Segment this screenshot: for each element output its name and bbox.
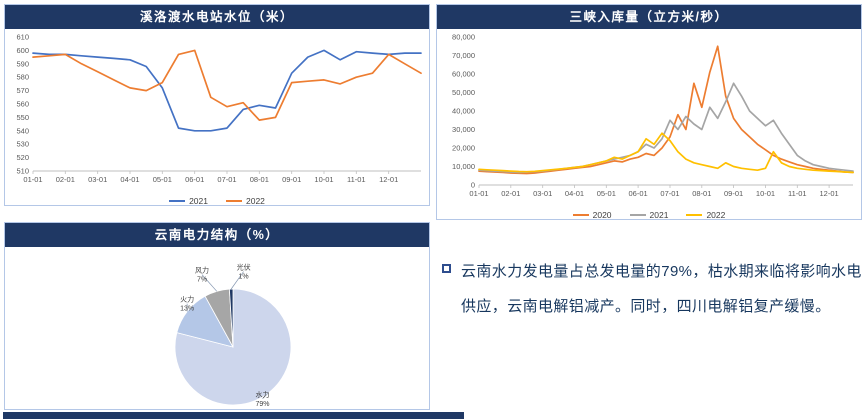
svg-text:30,000: 30,000 <box>452 125 475 134</box>
legend-item-2022: 2022 <box>686 210 725 219</box>
legend-swatch-icon <box>686 214 703 216</box>
svg-text:02-01: 02-01 <box>501 189 520 198</box>
legend-swatch-icon <box>169 200 186 202</box>
svg-text:580: 580 <box>16 73 29 82</box>
svg-text:11-01: 11-01 <box>788 189 807 198</box>
svg-text:11-01: 11-01 <box>347 175 366 184</box>
legend-item-2021: 2021 <box>169 196 208 205</box>
svg-text:风力: 风力 <box>195 266 209 275</box>
xiluodu-line-chart: 510 520 530 540 550 560 570 580 590 600 610 01-01 02… <box>5 29 429 205</box>
svg-text:08-01: 08-01 <box>692 189 711 198</box>
legend-swatch-icon <box>629 214 646 216</box>
svg-text:10-01: 10-01 <box>314 175 333 184</box>
svg-text:540: 540 <box>16 126 29 135</box>
svg-text:04-01: 04-01 <box>565 189 584 198</box>
yunnan-pie-chart: 水力 79% 火力 13% 风力 7% 光伏 1% <box>5 247 429 409</box>
svg-text:06-01: 06-01 <box>185 175 204 184</box>
svg-text:510: 510 <box>16 167 29 176</box>
svg-text:08-01: 08-01 <box>250 175 269 184</box>
svg-text:07-01: 07-01 <box>660 189 679 198</box>
line-plot: 510 520 530 540 550 560 570 580 590 600 610 01-01 02… <box>16 33 422 184</box>
svg-text:05-01: 05-01 <box>153 175 172 184</box>
svg-text:火力: 火力 <box>180 295 194 304</box>
legend-item-2020: 2020 <box>572 210 612 219</box>
svg-text:1%: 1% <box>239 274 249 281</box>
series-2020-line <box>478 45 854 175</box>
svg-text:02-01: 02-01 <box>56 175 75 184</box>
svg-text:10-01: 10-01 <box>756 189 775 198</box>
panel-yunnan-power-structure: 云南电力结构（%） 水力 79% 火力 13% 风力 7% 光伏 1% <box>4 222 430 410</box>
svg-text:07-01: 07-01 <box>217 175 236 184</box>
svg-text:05-01: 05-01 <box>597 189 616 198</box>
svg-text:01-01: 01-01 <box>23 175 42 184</box>
legend-swatch-icon <box>226 200 242 202</box>
pie-slice-3 <box>228 288 234 348</box>
svg-text:03-01: 03-01 <box>533 189 552 198</box>
xiluodu-chart-title: 溪洛渡水电站水位（米） <box>5 5 429 29</box>
svg-text:01-01: 01-01 <box>469 189 488 198</box>
chart-legend: 2020 2021 2022 <box>437 206 861 219</box>
panel-xiluodu-water-level: 溪洛渡水电站水位（米） 510 520 530 540 550 560 570 580 590 6… <box>4 4 430 206</box>
svg-text:590: 590 <box>16 59 29 68</box>
svg-text:水力: 水力 <box>256 390 270 399</box>
svg-text:09-01: 09-01 <box>724 189 743 198</box>
svg-text:光伏: 光伏 <box>237 263 251 272</box>
pie-plot: 水力 79% 火力 13% 风力 7% 光伏 1% <box>174 263 292 408</box>
svg-text:560: 560 <box>16 100 29 109</box>
svg-text:03-01: 03-01 <box>88 175 107 184</box>
chart-legend: 2021 2022 <box>5 192 429 205</box>
commentary-block: 云南水力发电量占总发电量的79%，枯水期来临将影响水电供应，云南电解铝减产。同时… <box>440 254 862 325</box>
svg-text:610: 610 <box>16 33 29 42</box>
svg-text:50,000: 50,000 <box>452 88 475 97</box>
svg-text:570: 570 <box>16 86 29 95</box>
line-plot: 0 10,000 20,000 30,000 40,000 50,000 60,000 70,… <box>452 33 854 198</box>
svg-text:12-01: 12-01 <box>820 189 839 198</box>
svg-text:600: 600 <box>16 46 29 55</box>
series-2022-line <box>478 132 854 174</box>
legend-item-2022: 2022 <box>226 196 265 205</box>
panel-sanxia-inflow: 三峡入库量（立方米/秒） 0 10,000 20,000 30,000 40,000 50… <box>436 4 862 220</box>
sanxia-chart-title: 三峡入库量（立方米/秒） <box>437 5 861 29</box>
svg-text:20,000: 20,000 <box>452 144 475 153</box>
svg-text:12-01: 12-01 <box>379 175 398 184</box>
pie-chart-title: 云南电力结构（%） <box>5 223 429 247</box>
svg-text:520: 520 <box>16 153 29 162</box>
svg-text:10,000: 10,000 <box>452 162 475 171</box>
svg-text:04-01: 04-01 <box>120 175 139 184</box>
series-2021-line <box>32 49 422 132</box>
legend-swatch-icon <box>572 214 589 216</box>
series-2021-line <box>478 82 854 174</box>
next-section-title-bar-partial <box>3 412 464 419</box>
svg-text:70,000: 70,000 <box>452 51 475 60</box>
series-2022-line <box>32 49 422 121</box>
svg-text:09-01: 09-01 <box>282 175 301 184</box>
svg-text:550: 550 <box>16 113 29 122</box>
svg-text:60,000: 60,000 <box>452 70 475 79</box>
commentary-text: 云南水力发电量占总发电量的79%，枯水期来临将影响水电供应，云南电解铝减产。同时… <box>461 263 862 316</box>
svg-text:13%: 13% <box>180 306 194 313</box>
svg-text:79%: 79% <box>255 401 269 408</box>
sanxia-line-chart: 0 10,000 20,000 30,000 40,000 50,000 60,000 70,… <box>437 29 861 219</box>
svg-text:0: 0 <box>471 181 475 190</box>
svg-text:40,000: 40,000 <box>452 107 475 116</box>
svg-text:530: 530 <box>16 140 29 149</box>
legend-item-2021: 2021 <box>629 210 668 219</box>
svg-text:7%: 7% <box>197 277 207 284</box>
bullet-square-icon <box>442 264 451 273</box>
svg-text:80,000: 80,000 <box>452 33 475 42</box>
svg-text:06-01: 06-01 <box>629 189 648 198</box>
